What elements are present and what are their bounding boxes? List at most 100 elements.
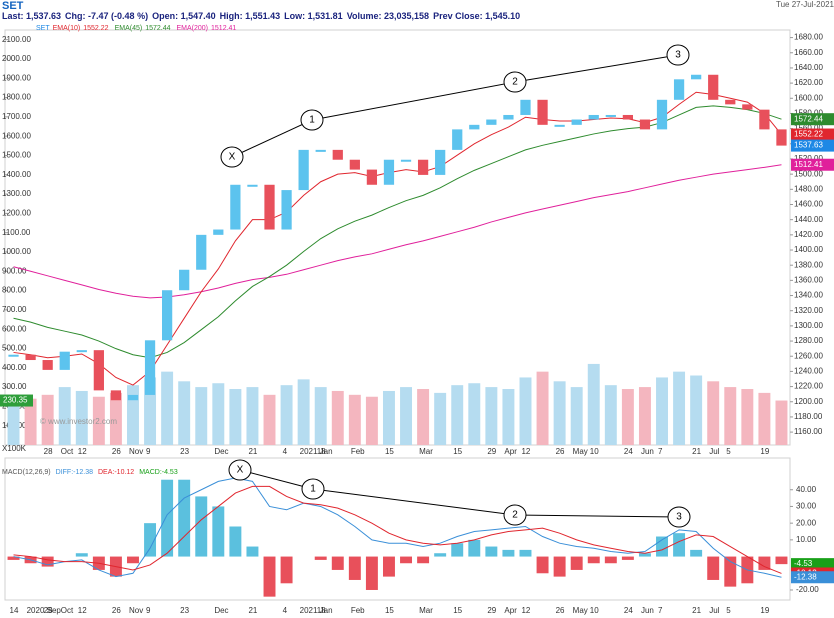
x-tick-label: 24 xyxy=(624,447,633,456)
candle xyxy=(349,159,360,170)
pattern-line xyxy=(514,514,680,518)
candle xyxy=(42,360,53,370)
y2-tick-label: 700.00 xyxy=(2,305,27,314)
legend-entry: EMA(10) xyxy=(53,25,81,32)
y-tick-label: 1500.00 xyxy=(794,169,823,178)
line xyxy=(13,105,782,359)
volume-bar xyxy=(7,402,20,445)
x-tick-label: 7 xyxy=(658,606,663,615)
candle xyxy=(264,184,275,230)
volume-bar xyxy=(502,389,515,445)
y-tick-label: 1560.00 xyxy=(794,124,823,133)
header-item: Prev Close: 1,545.10 xyxy=(433,11,520,21)
x-tick-label: 4 xyxy=(283,606,288,615)
volume-bar xyxy=(109,392,122,445)
x-tick-label: 7 xyxy=(658,447,663,456)
pattern-line xyxy=(312,488,516,516)
y-tick-label: 1680.00 xyxy=(794,33,823,42)
x-tick-label: Apr xyxy=(504,447,517,456)
y2-tick-label: 1400.00 xyxy=(2,170,31,179)
pattern-line xyxy=(514,54,679,83)
histogram-bar xyxy=(775,556,788,565)
volume-bar xyxy=(656,377,668,445)
y-tick-label: 1420.00 xyxy=(794,230,823,239)
histogram-bar xyxy=(758,556,771,570)
legend-entry: DEA: xyxy=(98,469,114,476)
histogram-bar xyxy=(365,556,378,590)
header-item: Last: 1,537.63 xyxy=(2,11,61,21)
volume-bar xyxy=(178,381,191,445)
candle xyxy=(127,394,139,401)
x-tick-label: Oct xyxy=(61,447,74,456)
y-tick-label: 1520.00 xyxy=(794,154,823,163)
histogram-bar xyxy=(570,556,583,570)
pattern-line xyxy=(311,81,516,121)
candle xyxy=(520,99,531,115)
candle xyxy=(725,99,736,105)
histogram-bar xyxy=(451,543,464,557)
x-tick-label: 18 xyxy=(317,606,326,615)
y-tick-label: 1480.00 xyxy=(794,184,823,193)
histogram-bar xyxy=(587,556,600,564)
y-tick-label: 1280.00 xyxy=(794,336,823,345)
y-tick-label: 1300.00 xyxy=(794,321,823,330)
candle xyxy=(639,119,651,130)
pattern-circle xyxy=(220,146,244,168)
volume-bar xyxy=(519,377,532,445)
y-tick-label: 1380.00 xyxy=(794,260,823,269)
volume-bar xyxy=(229,389,242,445)
candle xyxy=(605,114,616,117)
value-tag: 1552.22 xyxy=(794,130,823,139)
volume-bar xyxy=(195,387,208,445)
histogram-bar xyxy=(229,526,242,557)
y-tick-label: 1200.00 xyxy=(794,397,823,406)
candle xyxy=(93,350,104,391)
candle xyxy=(759,109,770,130)
x-tick-label: 5 xyxy=(726,447,731,456)
pattern-line xyxy=(239,469,314,490)
volume-bar xyxy=(758,392,771,445)
pattern-line xyxy=(231,119,313,158)
histogram-bar xyxy=(7,556,20,560)
y-tick-label: 1580.00 xyxy=(794,109,823,118)
candle xyxy=(144,340,156,395)
x-tick-label: Mar xyxy=(419,606,433,615)
header: Last: 1,537.63 Chg: -7.47 (-0.48 %) Open: … xyxy=(2,11,520,21)
y-tick-label: 1360.00 xyxy=(794,275,823,284)
legend-entry: EMA(45) xyxy=(115,25,143,32)
x-tick-label: 21 xyxy=(692,447,701,456)
x-tick-label: 2021 Jan xyxy=(300,606,333,615)
header-item: Low: 1,531.81 xyxy=(284,11,343,21)
y-tick-label: -20.00 xyxy=(796,585,819,594)
histogram-bar xyxy=(144,523,157,557)
histogram-bar xyxy=(502,549,515,557)
x-tick-label: 26 xyxy=(556,447,565,456)
x-tick-label: 15 xyxy=(453,606,462,615)
y2-tick-label: 900.00 xyxy=(2,266,27,275)
volume-bar xyxy=(468,383,481,445)
volume-bar xyxy=(365,396,378,445)
header-item: High: 1,551.43 xyxy=(220,11,281,21)
volume-bar xyxy=(570,387,583,445)
y-tick-label: 1220.00 xyxy=(794,382,823,391)
x-tick-label: 14 xyxy=(10,606,19,615)
volume-bar xyxy=(417,389,430,445)
histogram-bar xyxy=(400,556,413,564)
volume-bar xyxy=(297,379,310,445)
pattern-label: X xyxy=(237,465,244,476)
volume-bar xyxy=(621,389,634,445)
histogram-bar xyxy=(536,556,549,574)
y-tick-label: 1460.00 xyxy=(794,200,823,209)
header-item: Volume: 23,035,158 xyxy=(347,11,429,21)
histogram-bar xyxy=(212,506,225,557)
y2-tick-label: 1900.00 xyxy=(2,73,31,82)
volume-bar xyxy=(604,385,617,445)
volume-bar xyxy=(673,371,686,445)
histogram-bar xyxy=(638,553,651,557)
x-tick-label: 9 xyxy=(146,447,151,456)
line xyxy=(13,477,782,578)
candle xyxy=(554,124,565,127)
volume-bar xyxy=(400,387,413,445)
pattern-circle xyxy=(228,459,252,481)
y2-tick-label: 2000.00 xyxy=(2,54,31,63)
